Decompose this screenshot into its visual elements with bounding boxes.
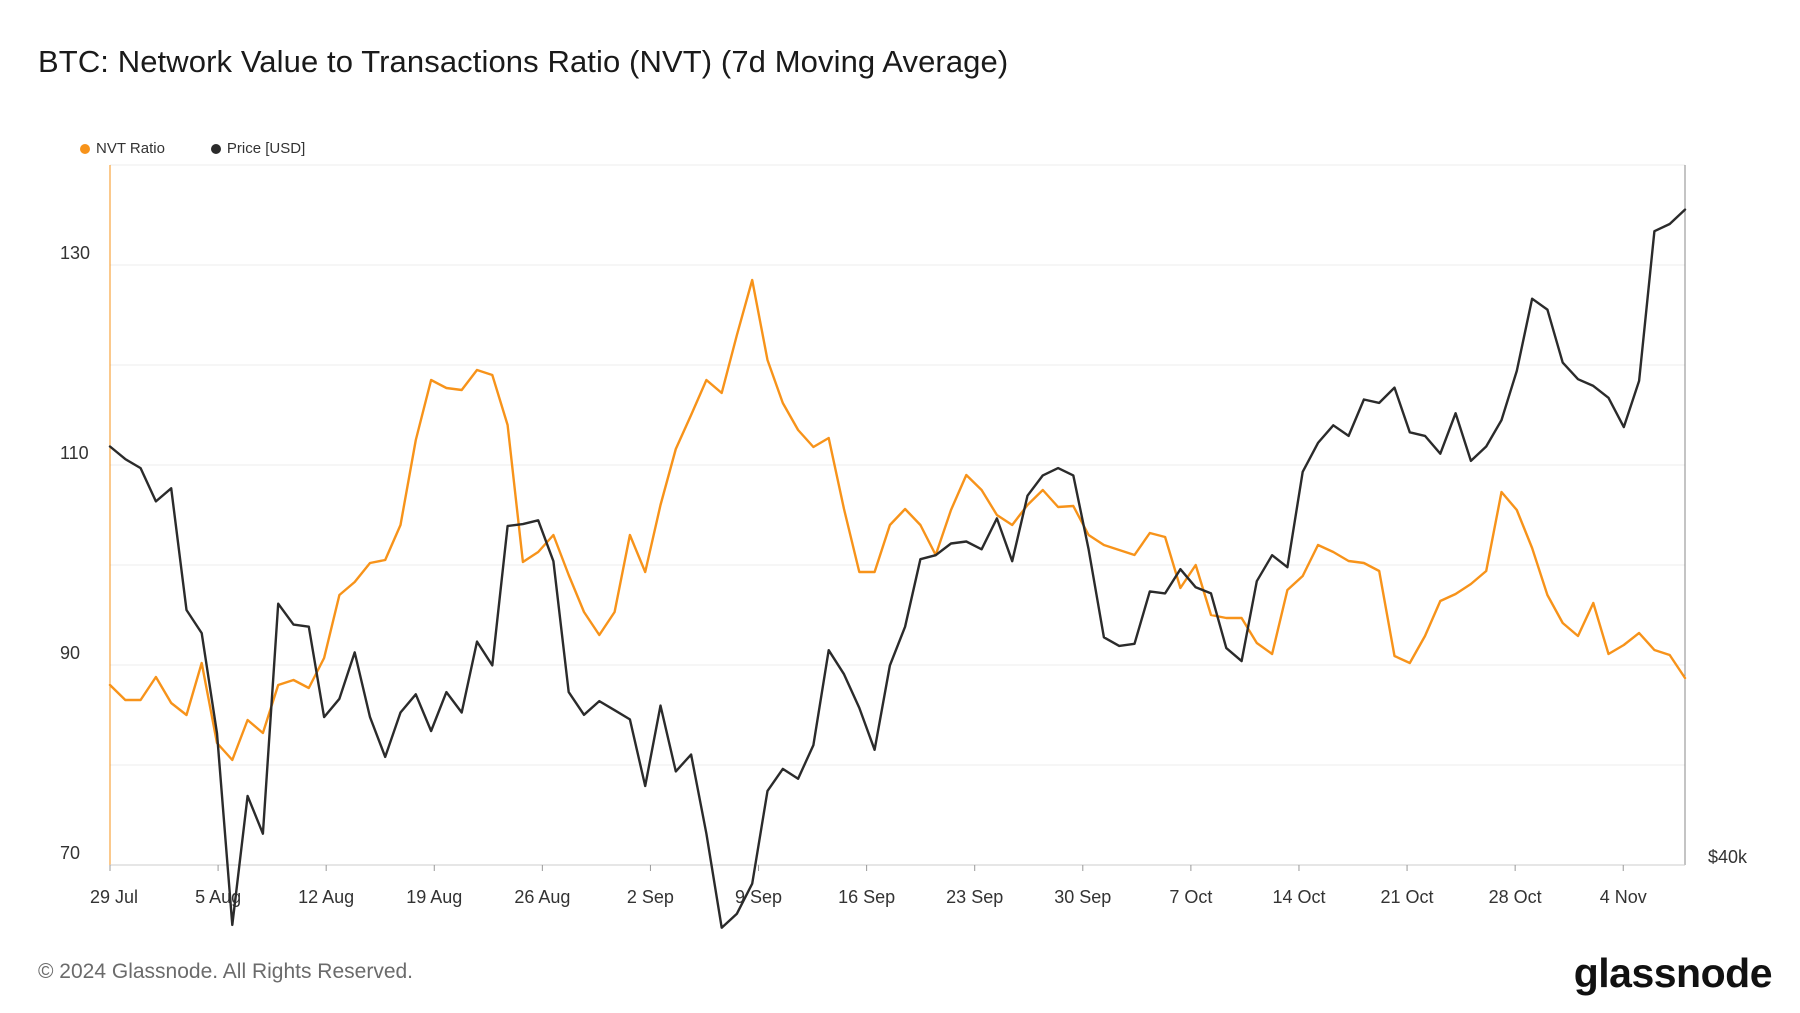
price-line	[108, 208, 1687, 929]
y-tick-label: 70	[60, 843, 80, 863]
legend-label-nvt: NVT Ratio	[96, 140, 165, 157]
y-tick-label: 90	[60, 643, 80, 663]
legend-label-price: Price [USD]	[226, 140, 306, 157]
x-tick-label: 21 Oct	[1381, 887, 1434, 907]
x-tick-label: 16 Sep	[838, 887, 895, 907]
x-tick-label: 28 Oct	[1489, 887, 1542, 907]
price-legend-dot	[210, 143, 221, 154]
y-tick-label: 130	[60, 243, 90, 263]
x-tick-label: 2 Sep	[627, 887, 674, 907]
glassnode-logo: glassnode	[1573, 950, 1773, 996]
x-tick-label: 26 Aug	[514, 887, 570, 907]
x-tick-label: 30 Sep	[1054, 887, 1111, 907]
x-tick-label: 7 Oct	[1169, 887, 1212, 907]
nvt-legend-dot	[80, 143, 90, 154]
x-tick-label: 19 Aug	[406, 887, 462, 907]
chart-title: BTC: Network Value to Transactions Ratio…	[38, 44, 1009, 79]
y-tick-label: 110	[60, 443, 89, 463]
y-right-tick-label: $40k	[1708, 847, 1748, 867]
x-tick-label: 14 Oct	[1272, 887, 1325, 907]
x-tick-label: 23 Sep	[946, 887, 1003, 907]
x-tick-label: 29 Jul	[90, 887, 138, 907]
legend-item-nvt[interactable]: NVT Ratio	[80, 140, 165, 157]
chart-legend: NVT Ratio Price [USD]	[80, 140, 305, 157]
x-tick-label: 12 Aug	[298, 887, 354, 907]
x-tick-label: 4 Nov	[1600, 887, 1647, 907]
copyright-text: © 2024 Glassnode. All Rights Reserved.	[38, 960, 414, 983]
legend-item-price[interactable]: Price [USD]	[210, 140, 306, 157]
nvt-ratio-line	[108, 278, 1687, 762]
